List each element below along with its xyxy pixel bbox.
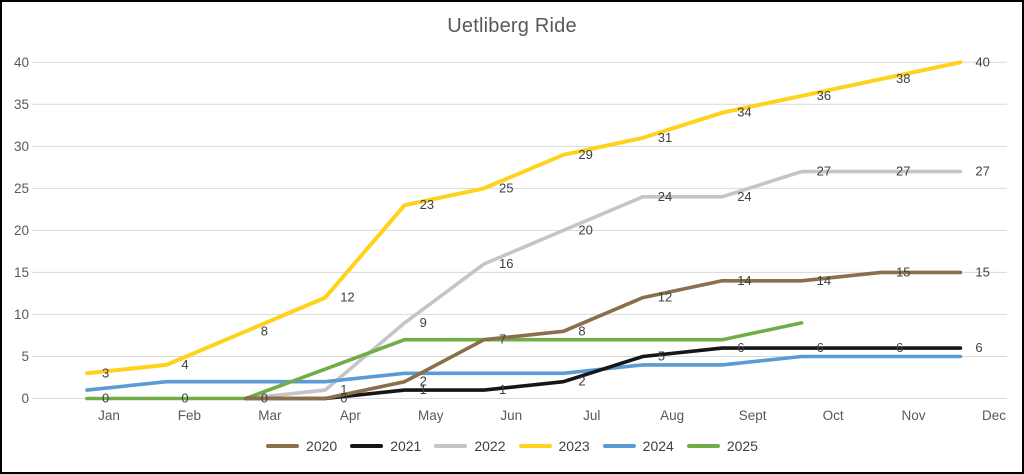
svg-text:Dec: Dec — [982, 408, 1006, 423]
legend-swatch-2020 — [266, 444, 300, 448]
legend-label-2024: 2024 — [642, 438, 674, 454]
svg-text:5: 5 — [21, 349, 29, 364]
svg-text:6: 6 — [975, 340, 982, 355]
svg-text:Jul: Jul — [583, 408, 600, 423]
svg-text:Apr: Apr — [340, 408, 362, 423]
svg-text:0: 0 — [102, 391, 109, 406]
svg-text:31: 31 — [658, 130, 672, 145]
svg-text:14: 14 — [737, 273, 751, 288]
svg-text:27: 27 — [975, 164, 989, 179]
svg-text:25: 25 — [499, 180, 513, 195]
svg-text:7: 7 — [499, 332, 506, 347]
svg-text:5: 5 — [658, 349, 665, 364]
svg-text:12: 12 — [340, 290, 354, 305]
svg-text:35: 35 — [14, 97, 29, 112]
svg-text:4: 4 — [181, 357, 188, 372]
svg-text:2: 2 — [578, 374, 585, 389]
legend-label-2021: 2021 — [390, 438, 422, 454]
legend-swatch-2024 — [602, 444, 636, 448]
svg-text:40: 40 — [975, 54, 989, 69]
svg-text:Jun: Jun — [500, 408, 522, 423]
svg-text:6: 6 — [896, 340, 903, 355]
legend-item-2021[interactable]: 2021 — [350, 438, 421, 454]
legend-label-2020: 2020 — [306, 438, 338, 454]
svg-text:2: 2 — [420, 374, 427, 389]
legend-item-2025[interactable]: 2025 — [686, 438, 758, 454]
y-axis-labels: 0 5 10 15 20 25 30 35 40 — [14, 55, 29, 406]
svg-text:1: 1 — [340, 382, 347, 397]
series-line-2020 — [244, 270, 963, 401]
legend-item-2023[interactable]: 2023 — [518, 438, 590, 454]
legend-swatch-2021 — [350, 444, 384, 448]
svg-text:Nov: Nov — [901, 408, 925, 423]
chart-legend: 2020 2021 2022 2023 2024 2025 — [2, 438, 1022, 454]
svg-text:27: 27 — [817, 164, 831, 179]
legend-label-2023: 2023 — [558, 438, 590, 454]
svg-text:14: 14 — [817, 273, 831, 288]
svg-text:15: 15 — [896, 264, 910, 279]
svg-text:15: 15 — [14, 265, 29, 280]
svg-text:6: 6 — [817, 340, 824, 355]
svg-text:24: 24 — [737, 189, 751, 204]
gridlines — [32, 61, 1007, 399]
svg-text:Oct: Oct — [823, 408, 844, 423]
svg-text:25: 25 — [14, 181, 29, 196]
svg-text:40: 40 — [14, 55, 29, 70]
x-axis-labels: Jan Feb Mar Apr May Jun Jul Aug Sept Oct Nov Dec — [98, 408, 1006, 423]
svg-text:10: 10 — [14, 307, 29, 322]
svg-text:9: 9 — [420, 315, 427, 330]
svg-text:20: 20 — [14, 223, 29, 238]
svg-text:20: 20 — [578, 222, 592, 237]
svg-text:30: 30 — [14, 139, 29, 154]
svg-text:0: 0 — [261, 391, 268, 406]
svg-text:38: 38 — [896, 71, 910, 86]
svg-text:May: May — [418, 408, 444, 423]
svg-text:8: 8 — [578, 323, 585, 338]
svg-text:0: 0 — [21, 391, 29, 406]
svg-text:Feb: Feb — [178, 408, 201, 423]
svg-text:Jan: Jan — [98, 408, 120, 423]
legend-swatch-2025 — [686, 444, 720, 448]
svg-text:24: 24 — [658, 189, 672, 204]
data-labels-2020: 2 7 8 12 14 14 15 15 — [420, 264, 990, 388]
svg-text:Sept: Sept — [739, 408, 767, 423]
series-line-2022 — [244, 169, 963, 401]
series-line-2021 — [244, 346, 963, 401]
svg-text:6: 6 — [737, 340, 744, 355]
svg-text:15: 15 — [975, 264, 989, 279]
series-line-2024 — [85, 354, 963, 392]
svg-text:29: 29 — [578, 147, 592, 162]
svg-text:27: 27 — [896, 164, 910, 179]
svg-text:16: 16 — [499, 256, 513, 271]
svg-text:23: 23 — [420, 197, 434, 212]
data-labels-2025: 0 0 0 — [102, 391, 268, 406]
series-line-2023 — [85, 60, 963, 376]
svg-text:Aug: Aug — [660, 408, 684, 423]
legend-label-2022: 2022 — [474, 438, 506, 454]
legend-item-2020[interactable]: 2020 — [266, 438, 337, 454]
svg-text:12: 12 — [658, 290, 672, 305]
legend-swatch-2023 — [518, 444, 552, 448]
svg-text:34: 34 — [737, 105, 751, 120]
svg-text:Mar: Mar — [258, 408, 282, 423]
svg-text:3: 3 — [102, 365, 109, 380]
svg-text:8: 8 — [261, 323, 268, 338]
chart-title: Uetliberg Ride — [447, 15, 577, 37]
legend-label-2025: 2025 — [726, 438, 758, 454]
svg-text:1: 1 — [499, 382, 506, 397]
svg-text:1: 1 — [420, 382, 427, 397]
svg-text:0: 0 — [181, 391, 188, 406]
legend-swatch-2022 — [434, 444, 468, 448]
svg-text:0: 0 — [340, 391, 347, 406]
svg-text:36: 36 — [817, 88, 831, 103]
legend-item-2022[interactable]: 2022 — [434, 438, 506, 454]
legend-item-2024[interactable]: 2024 — [602, 438, 674, 454]
